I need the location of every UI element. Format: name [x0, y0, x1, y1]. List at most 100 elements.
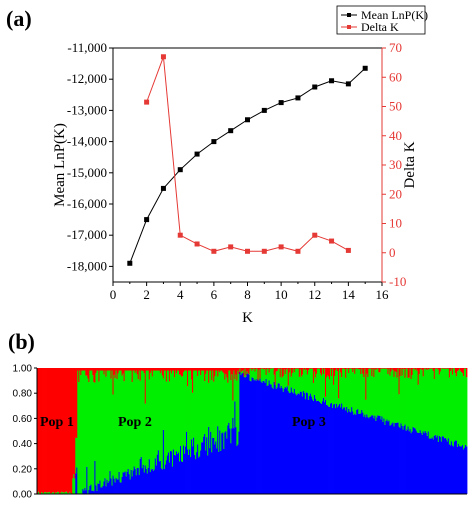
bar-segment-pop1	[283, 368, 286, 370]
bar-segment-pop1	[226, 368, 228, 378]
bar-segment-pop2	[335, 370, 337, 409]
bar-segment-pop3	[130, 469, 133, 494]
bar-segment-pop1	[162, 368, 165, 379]
bar-segment-pop3	[236, 446, 238, 494]
bar-segment-pop3	[383, 418, 385, 494]
bar-segment-pop3	[260, 381, 262, 494]
bar-segment-pop2	[88, 382, 90, 491]
bar-segment-pop1	[181, 368, 183, 377]
bar-segment-pop1	[133, 368, 136, 371]
bar-segment-pop2	[142, 371, 145, 465]
bar-segment-pop2	[374, 368, 376, 416]
bar-segment-pop1	[446, 368, 449, 369]
bar-segment-pop2	[64, 492, 66, 494]
bar-segment-pop3	[393, 426, 395, 494]
bar-segment-pop1	[165, 368, 168, 382]
bar-segment-pop2	[302, 368, 305, 391]
bar-segment-pop1	[337, 368, 339, 372]
delta-k-point	[261, 248, 267, 254]
bar-segment-pop1	[48, 368, 50, 493]
bar-segment-pop1	[110, 368, 112, 379]
x-tick-label: 0	[110, 287, 117, 302]
bar-segment-pop1	[403, 368, 405, 370]
bar-segment-pop3	[135, 475, 138, 494]
bar-segment-pop2	[401, 375, 403, 427]
bar-segment-pop2	[422, 376, 425, 432]
bar-segment-pop3	[307, 399, 310, 494]
bar-segment-pop3	[287, 391, 290, 494]
bar-segment-pop2	[72, 478, 74, 494]
bar-segment-pop1	[61, 368, 63, 492]
bar-segment-pop2	[163, 370, 166, 470]
bar-segment-pop1	[302, 368, 305, 369]
bar-segment-pop2	[240, 372, 242, 376]
population-label: Pop 3	[292, 415, 326, 430]
bar-segment-pop2	[435, 368, 438, 438]
bar-segment-pop3	[229, 428, 231, 494]
panel-b-label: (b)	[8, 329, 35, 354]
bar-segment-pop2	[195, 370, 197, 460]
bar-segment-pop3	[252, 377, 254, 494]
bar-segment-pop2	[155, 370, 158, 466]
bar-segment-pop3	[242, 372, 244, 494]
bar-segment-pop3	[90, 484, 92, 494]
x-tick-label: 16	[376, 287, 390, 302]
bar-segment-pop1	[218, 368, 220, 371]
bar-segment-pop1	[190, 368, 192, 371]
bar-segment-pop1	[144, 368, 147, 404]
bar-segment-pop3	[459, 446, 462, 494]
bar-segment-pop1	[56, 368, 58, 493]
bar-segment-pop3	[360, 413, 362, 494]
bar-segment-pop2	[96, 370, 98, 491]
bar-segment-pop1	[345, 368, 347, 378]
bar-segment-pop1	[425, 368, 428, 371]
bar-segment-pop2	[309, 368, 312, 394]
bar-segment-pop1	[173, 368, 176, 378]
bar-segment-pop2	[457, 370, 460, 444]
mean-lnp-point	[329, 78, 335, 84]
bar-segment-pop2	[73, 474, 75, 494]
bar-segment-pop3	[302, 390, 305, 494]
bar-segment-pop1	[204, 368, 206, 382]
bar-segment-pop1	[417, 368, 420, 385]
bar-segment-pop1	[216, 368, 218, 371]
bar-segment-pop2	[186, 370, 188, 432]
bar-segment-pop3	[202, 442, 204, 494]
bar-segment-pop3	[165, 460, 168, 494]
bar-segment-pop1	[328, 368, 330, 377]
bar-segment-pop3	[368, 418, 370, 494]
bar-segment-pop1	[121, 368, 123, 376]
bar-segment-pop2	[48, 492, 50, 494]
bar-segment-pop3	[376, 417, 378, 494]
bar-segment-pop3	[112, 475, 114, 494]
x-tick-label: 4	[177, 287, 184, 302]
bar-segment-pop2	[399, 376, 401, 429]
bar-segment-pop2	[130, 370, 133, 470]
bar-segment-pop3	[333, 404, 335, 494]
bar-segment-pop1	[212, 368, 214, 371]
bar-segment-pop1	[375, 368, 377, 371]
bar-segment-pop1	[166, 368, 169, 371]
bar-segment-pop2	[235, 374, 237, 428]
bar-segment-pop1	[297, 368, 300, 369]
bar-segment-pop3	[213, 437, 215, 494]
bar-segment-pop3	[322, 397, 325, 494]
bar-segment-pop2	[101, 370, 103, 488]
bar-segment-pop2	[203, 370, 205, 437]
bar-segment-pop1	[277, 368, 280, 369]
bar-segment-pop2	[191, 379, 193, 440]
bar-segment-pop3	[380, 419, 382, 494]
bar-segment-pop2	[415, 368, 418, 431]
bar-segment-pop1	[58, 368, 60, 492]
bar-segment-pop1	[464, 368, 467, 369]
bar-segment-pop3	[314, 398, 317, 494]
bar-segment-pop1	[153, 368, 156, 371]
bar-segment-pop2	[55, 492, 57, 494]
mean-lnp-point	[194, 151, 200, 157]
bar-segment-pop3	[208, 426, 210, 494]
x-tick-label: 10	[275, 287, 288, 302]
bar-segment-pop2	[320, 375, 323, 404]
mean-lnp-point	[261, 107, 267, 113]
bar-segment-pop1	[148, 368, 151, 380]
bar-segment-pop3	[127, 468, 130, 494]
